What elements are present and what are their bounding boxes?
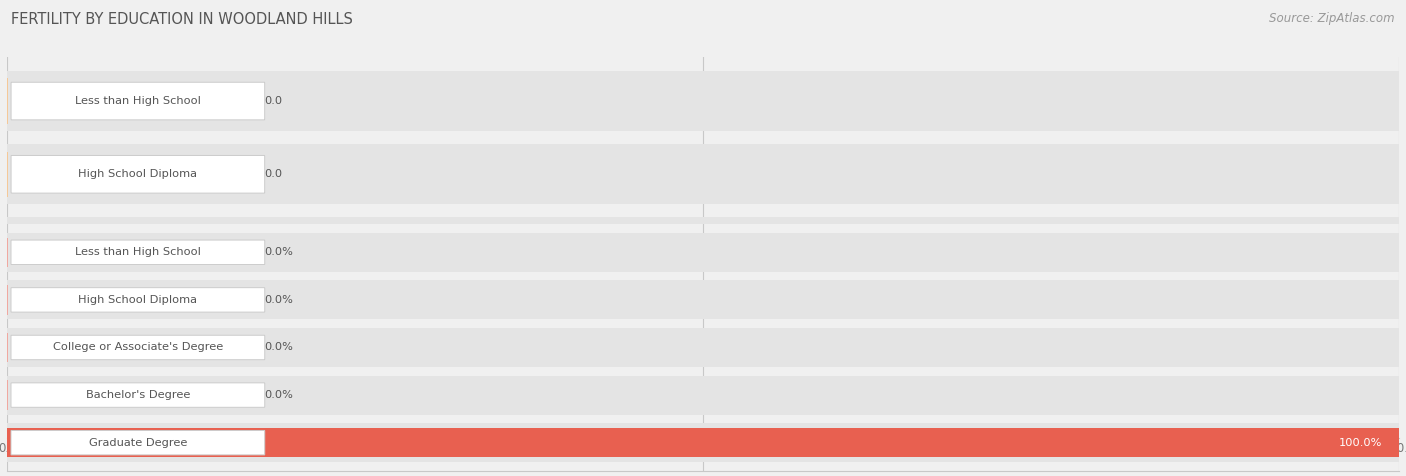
FancyBboxPatch shape [7,144,1399,204]
Text: Less than High School: Less than High School [75,247,201,258]
FancyBboxPatch shape [7,423,1399,462]
Text: Graduate Degree: Graduate Degree [89,389,187,399]
Text: Graduate Degree: Graduate Degree [89,437,187,448]
FancyBboxPatch shape [11,302,264,339]
FancyBboxPatch shape [11,82,264,120]
FancyBboxPatch shape [7,364,1399,424]
Text: High School Diploma: High School Diploma [79,295,197,305]
FancyBboxPatch shape [11,430,264,455]
Text: 100.0%: 100.0% [1339,437,1382,448]
FancyBboxPatch shape [7,71,1399,131]
Text: Less than High School: Less than High School [75,96,201,106]
FancyBboxPatch shape [7,371,1064,416]
Text: 0.0: 0.0 [264,96,283,106]
Text: 0.0%: 0.0% [264,295,294,305]
Text: Bachelor's Degree: Bachelor's Degree [86,390,190,400]
FancyBboxPatch shape [11,375,264,413]
FancyBboxPatch shape [7,291,1399,351]
FancyBboxPatch shape [11,228,264,267]
Text: 0.0: 0.0 [264,316,283,326]
FancyBboxPatch shape [7,328,1399,367]
FancyBboxPatch shape [7,233,1399,272]
FancyBboxPatch shape [7,428,1399,457]
FancyBboxPatch shape [7,376,1399,415]
Text: 0.0: 0.0 [264,169,283,179]
Text: 114.0: 114.0 [1015,389,1049,399]
FancyBboxPatch shape [11,383,264,407]
Text: High School Diploma: High School Diploma [79,169,197,179]
Text: 0.0: 0.0 [264,242,283,253]
Text: College or Associate's Degree: College or Associate's Degree [53,242,224,253]
FancyBboxPatch shape [11,240,264,265]
Text: 0.0%: 0.0% [264,247,294,258]
FancyBboxPatch shape [11,288,264,312]
FancyBboxPatch shape [7,280,1399,319]
Text: Source: ZipAtlas.com: Source: ZipAtlas.com [1270,12,1395,25]
Text: 0.0%: 0.0% [264,342,294,353]
FancyBboxPatch shape [7,218,1399,278]
Text: Bachelor's Degree: Bachelor's Degree [86,316,190,326]
FancyBboxPatch shape [11,156,264,193]
FancyBboxPatch shape [11,335,264,360]
Text: College or Associate's Degree: College or Associate's Degree [53,342,224,353]
Text: 0.0%: 0.0% [264,390,294,400]
Text: FERTILITY BY EDUCATION IN WOODLAND HILLS: FERTILITY BY EDUCATION IN WOODLAND HILLS [11,12,353,27]
